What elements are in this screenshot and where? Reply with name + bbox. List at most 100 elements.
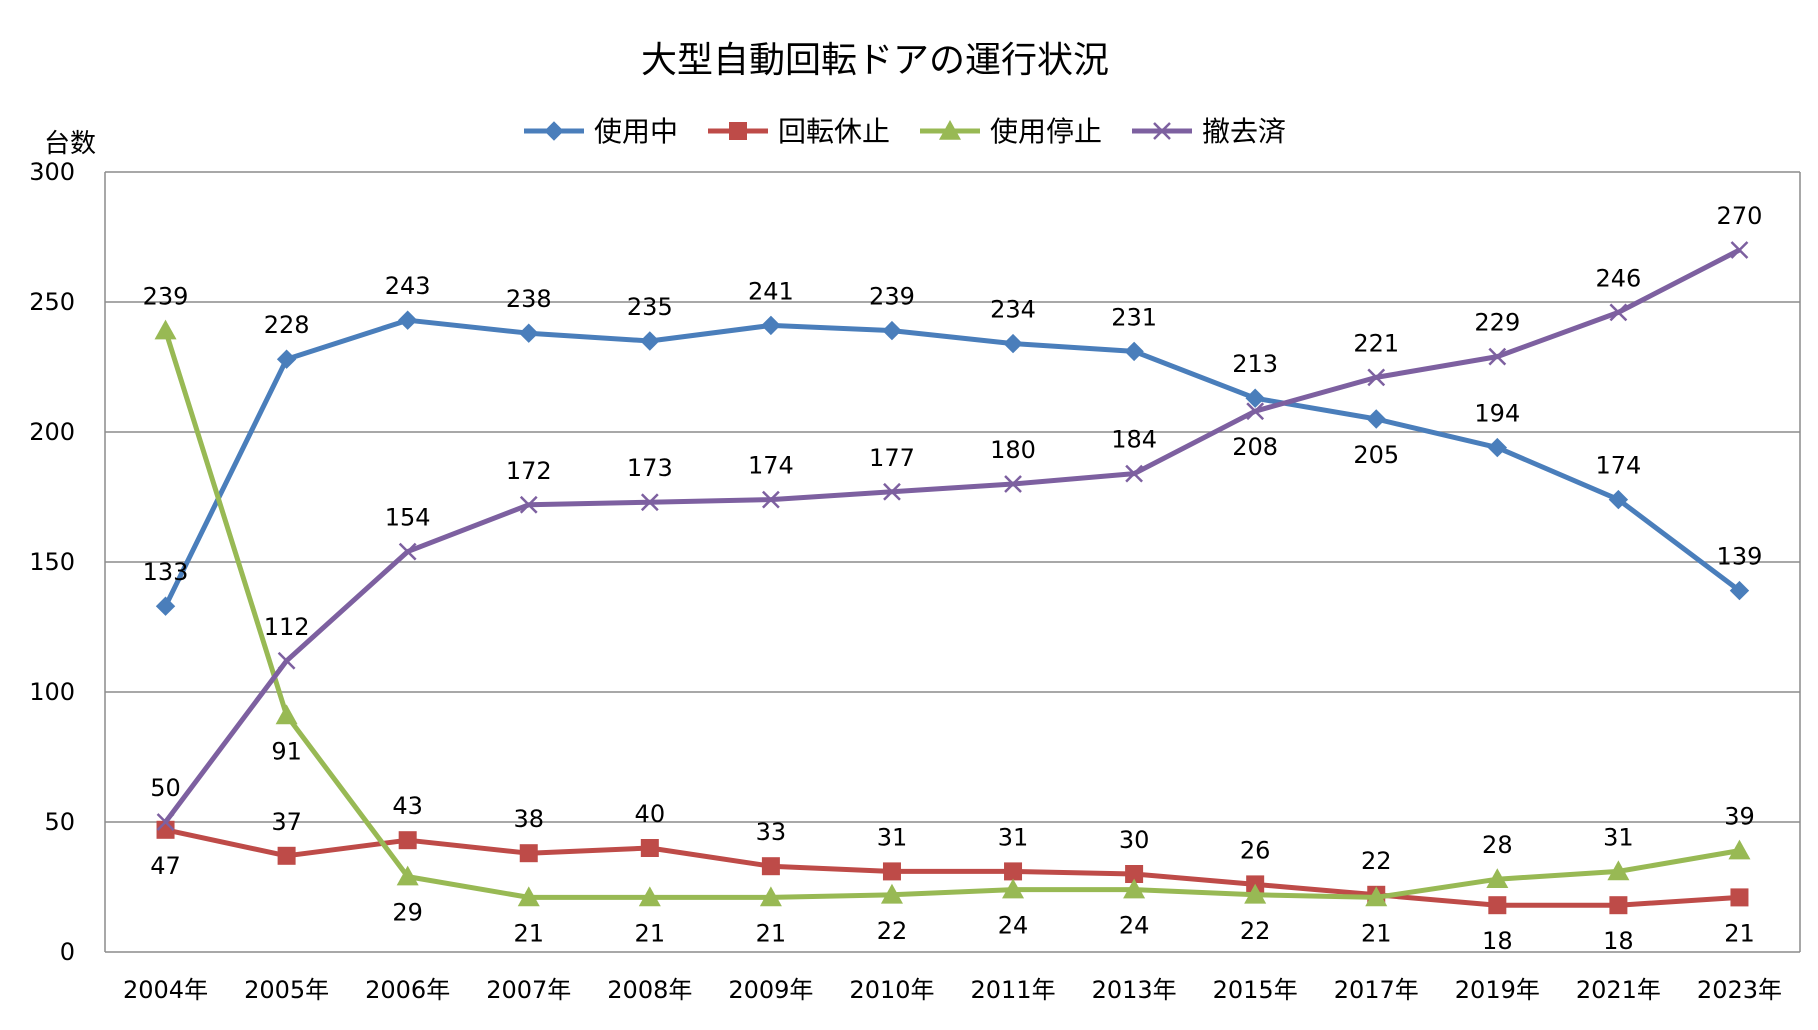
- data-label: 239: [869, 283, 915, 311]
- data-point: [1488, 896, 1507, 915]
- data-point: [1730, 241, 1749, 259]
- data-point: [882, 862, 901, 881]
- legend-label: 回転休止: [778, 115, 890, 148]
- data-point: [544, 121, 564, 141]
- data-point: [519, 495, 538, 514]
- data-label: 133: [143, 558, 189, 586]
- data-point: [762, 490, 780, 509]
- y-tick-label: 0: [60, 938, 75, 966]
- legend-item: 撤去済: [1132, 115, 1286, 148]
- data-label: 229: [1474, 309, 1520, 337]
- x-tick-label: 2010年: [849, 976, 934, 1004]
- data-point-stroke: [1488, 347, 1507, 366]
- data-point: [638, 886, 661, 907]
- data-point: [640, 331, 660, 351]
- data-label: 270: [1717, 202, 1763, 230]
- data-point: [397, 310, 418, 330]
- legend-item: 使用中: [524, 115, 678, 148]
- data-label: 22: [877, 917, 908, 945]
- data-label: 21: [1361, 919, 1392, 947]
- x-tick-label: 2005年: [244, 976, 329, 1004]
- data-point: [880, 883, 903, 904]
- data-label: 38: [513, 805, 544, 833]
- data-label: 28: [1482, 831, 1513, 859]
- data-point: [1004, 475, 1022, 493]
- data-label: 174: [1595, 452, 1641, 480]
- series-line: [165, 827, 1740, 908]
- x-tick-label: 2017年: [1334, 976, 1419, 1004]
- legend-label: 撤去済: [1202, 115, 1286, 148]
- data-label: 194: [1474, 400, 1520, 428]
- data-labels: 133 228 243 238 235 241 239 234 231 213 205 194 174 1…: [143, 202, 1763, 955]
- y-tick-label: 150: [29, 548, 75, 576]
- legend-item: 使用停止: [920, 115, 1102, 148]
- data-point: [1730, 888, 1749, 907]
- data-point: [155, 596, 176, 616]
- data-point: [1609, 896, 1628, 915]
- legend-label: 使用停止: [990, 115, 1102, 148]
- x-tick-label: 2008年: [607, 976, 692, 1004]
- data-label: 22: [1361, 847, 1392, 875]
- x-tick-label: 2004年: [123, 976, 208, 1004]
- x-tick-label: 2019年: [1455, 976, 1540, 1004]
- data-point: [396, 865, 419, 886]
- series-line: [163, 329, 1740, 900]
- data-label: 50: [150, 774, 181, 802]
- data-label: 235: [627, 293, 673, 321]
- data-point: [276, 349, 297, 369]
- data-point-stroke: [277, 651, 296, 670]
- data-label: 18: [1603, 927, 1634, 955]
- data-point: [761, 857, 780, 876]
- data-point: [939, 120, 961, 140]
- data-label: 234: [990, 296, 1036, 324]
- data-point: [1004, 862, 1023, 881]
- data-point-stroke: [883, 482, 901, 501]
- data-label: 91: [271, 737, 302, 765]
- data-point: [154, 319, 177, 340]
- data-label: 43: [392, 792, 423, 820]
- data-label: 174: [748, 452, 794, 480]
- legend-label: 使用中: [594, 115, 678, 148]
- data-label: 39: [1724, 803, 1755, 831]
- data-point: [277, 651, 296, 670]
- data-point: [156, 813, 175, 831]
- data-point: [277, 846, 296, 865]
- y-tick-label: 50: [44, 808, 75, 836]
- x-tick-label: 2013年: [1092, 976, 1177, 1004]
- data-point: [761, 315, 781, 336]
- data-point: [1244, 883, 1267, 904]
- data-point-stroke: [398, 542, 417, 561]
- data-point-stroke: [640, 493, 659, 512]
- data-point: [1486, 868, 1509, 888]
- data-label: 154: [385, 504, 431, 532]
- data-point: [1003, 333, 1023, 354]
- data-point: [1608, 489, 1629, 510]
- y-tick-label: 200: [29, 418, 75, 446]
- data-point: [1153, 122, 1171, 140]
- series-3: [156, 241, 1749, 831]
- data-point: [275, 704, 298, 725]
- x-tick-label: 2007年: [486, 976, 571, 1004]
- data-label: 205: [1353, 441, 1399, 469]
- y-tick-label: 250: [29, 288, 75, 316]
- data-label: 21: [635, 919, 666, 947]
- data-point-stroke: [156, 813, 175, 831]
- data-label: 21: [756, 919, 787, 947]
- data-label: 18: [1482, 927, 1513, 955]
- data-point: [1488, 347, 1507, 366]
- data-label: 31: [1603, 823, 1634, 851]
- legend-item: 回転休止: [708, 115, 890, 148]
- data-label: 31: [998, 823, 1029, 851]
- data-point: [1487, 437, 1508, 458]
- data-label: 24: [1119, 912, 1150, 940]
- data-label: 184: [1111, 426, 1157, 454]
- x-tick-label: 2015年: [1213, 976, 1298, 1004]
- y-tick-label: 100: [29, 678, 75, 706]
- series-layer: [154, 241, 1751, 915]
- data-point-stroke: [1153, 122, 1171, 140]
- data-point: [1246, 402, 1265, 421]
- series-line: [163, 317, 1741, 608]
- data-label: 208: [1232, 433, 1278, 461]
